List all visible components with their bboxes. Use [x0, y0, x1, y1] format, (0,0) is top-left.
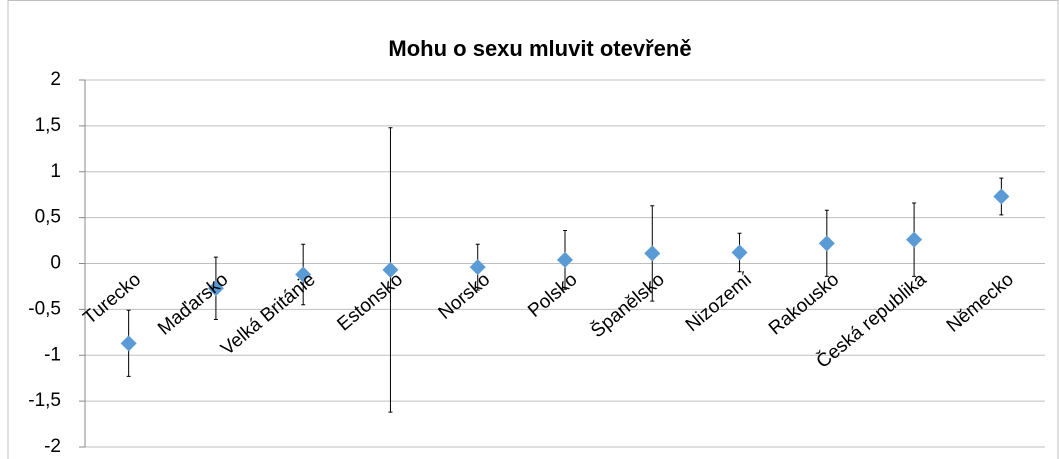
- marker: [469, 259, 486, 276]
- marker: [295, 266, 312, 283]
- y-tick-label: 1,5: [35, 115, 61, 136]
- chart-frame: [7, 0, 1059, 459]
- y-tick-label: -1,5: [28, 390, 61, 411]
- marker: [731, 244, 748, 261]
- y-tick-label: 0: [50, 253, 61, 274]
- y-tick-label: 1: [50, 161, 61, 182]
- marker: [644, 245, 661, 262]
- marker: [207, 280, 224, 297]
- y-tick-label: -2: [44, 436, 61, 457]
- y-tick-label: 0,5: [35, 207, 61, 228]
- marker: [906, 231, 923, 248]
- y-tick-label: -1: [44, 344, 61, 365]
- marker: [993, 188, 1010, 205]
- chart-title: Mohu o sexu mluvit otevřeně: [388, 36, 691, 61]
- y-tick-label: -0,5: [28, 298, 61, 319]
- marker: [818, 235, 835, 252]
- marker: [557, 251, 573, 268]
- marker: [382, 261, 399, 278]
- y-tick-label: 2: [50, 69, 61, 90]
- marker: [120, 335, 137, 352]
